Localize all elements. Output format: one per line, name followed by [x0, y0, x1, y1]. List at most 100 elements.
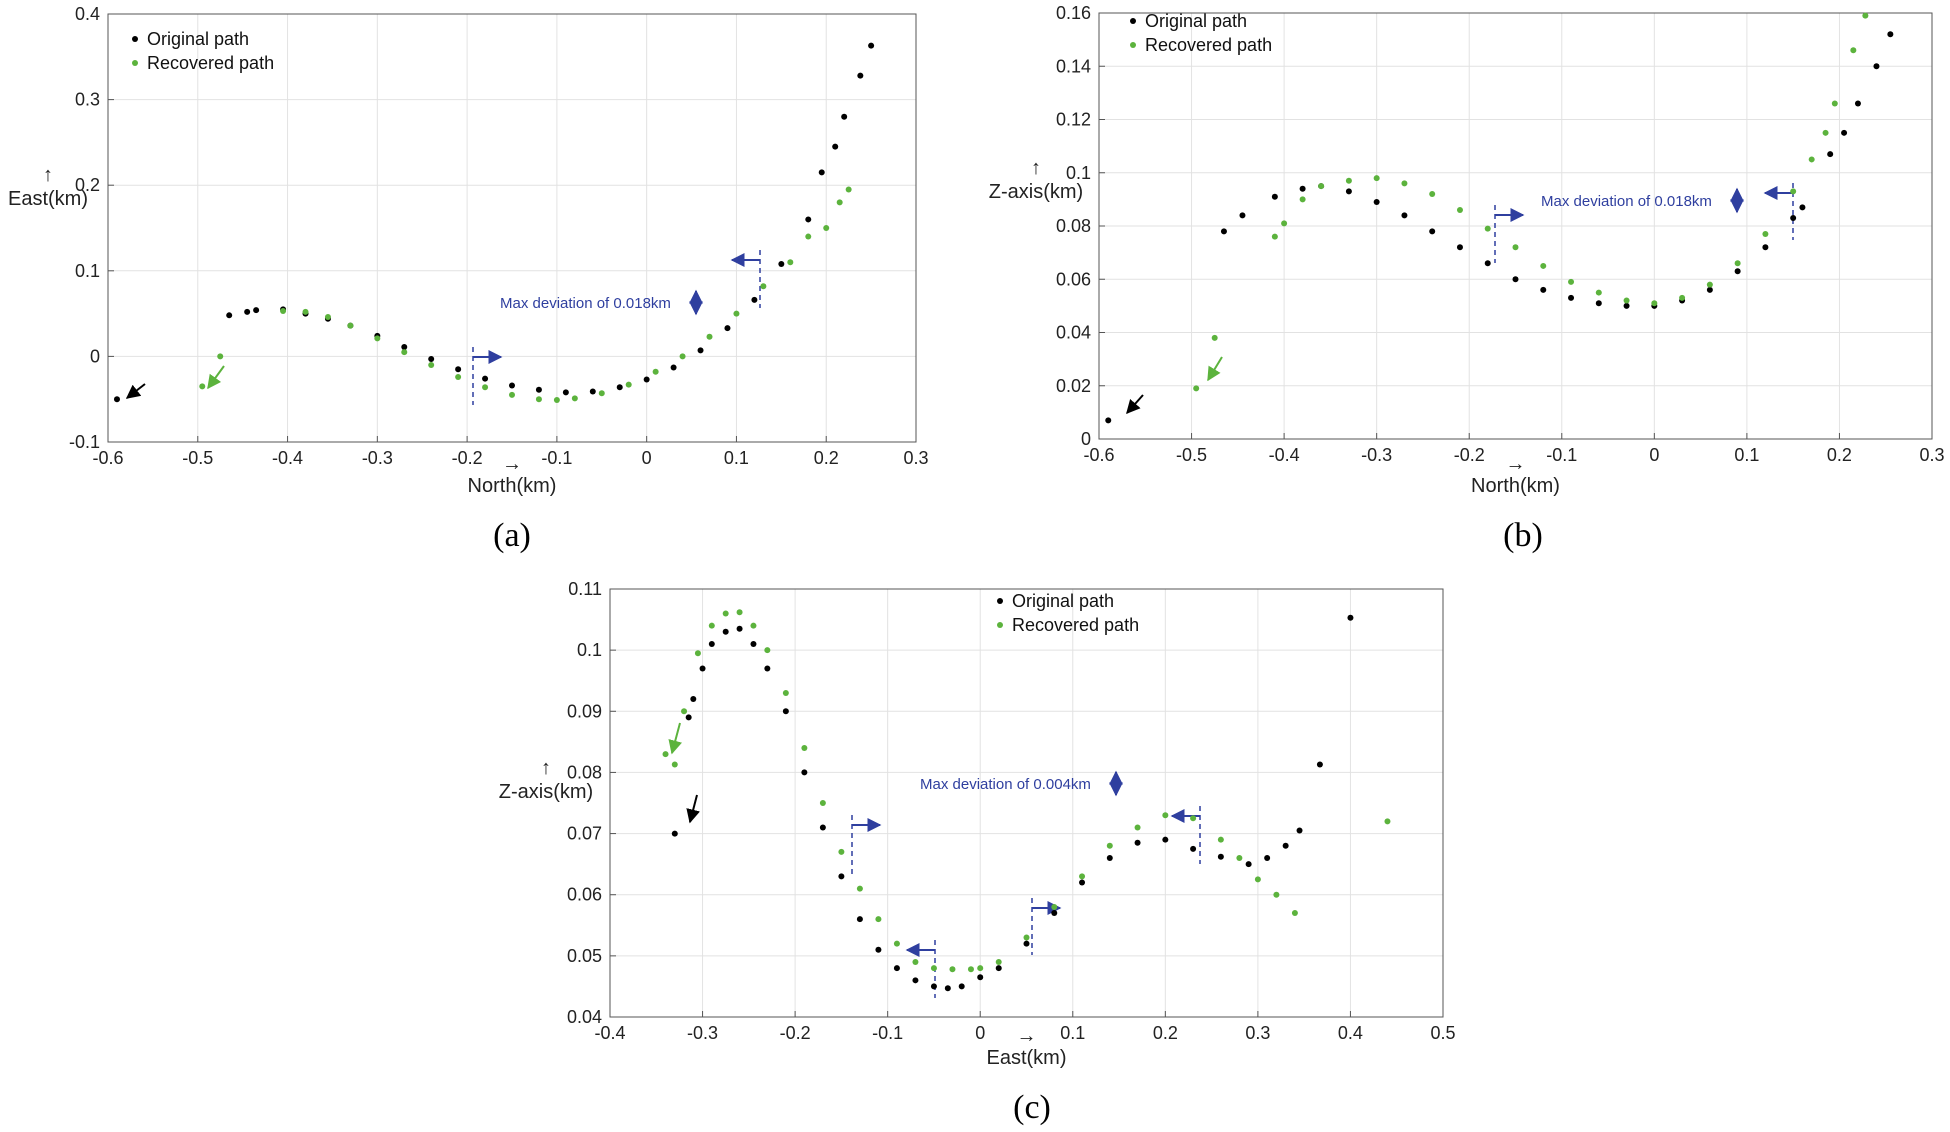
- recovered-path-point: [733, 310, 740, 317]
- legend-entry: Recovered path: [1145, 35, 1272, 55]
- recovered-path-point: [949, 966, 956, 973]
- legend-entry: Recovered path: [1012, 615, 1139, 635]
- original-path-point: [801, 769, 808, 776]
- original-path-point: [1345, 188, 1352, 195]
- y-tick-label: 0.1: [1066, 163, 1091, 183]
- start-point-arrow: [1207, 356, 1223, 382]
- original-path-point: [1299, 185, 1306, 192]
- original-path-point: [841, 113, 848, 120]
- y-tick-label: 0.04: [567, 1007, 602, 1027]
- recovered-path-point: [823, 225, 830, 231]
- recovered-path-point: [977, 965, 984, 972]
- original-path-point: [1429, 228, 1436, 235]
- y-tick-label: 0.3: [75, 90, 100, 110]
- original-path-point: [838, 873, 845, 880]
- y-axis-direction-arrow: ↑: [43, 164, 53, 186]
- recovered-path-point: [1568, 278, 1575, 285]
- recovered-path-point: [1254, 876, 1261, 883]
- legend-marker: [132, 36, 138, 42]
- x-tick-label: -0.2: [452, 448, 483, 468]
- original-path-point: [1217, 853, 1224, 860]
- original-path-point: [805, 216, 812, 223]
- recovered-path-point: [694, 650, 701, 657]
- original-path-point: [875, 946, 882, 953]
- recovered-path-point: [930, 965, 937, 972]
- recovered-path-point: [1318, 183, 1325, 190]
- x-tick-label: 0.4: [1338, 1023, 1363, 1043]
- legend-entry: Original path: [1012, 591, 1114, 611]
- x-tick-label: -0.2: [1454, 445, 1485, 465]
- original-path-point: [1568, 294, 1575, 301]
- x-axis-label: North(km): [1471, 475, 1560, 497]
- original-path-point: [482, 375, 489, 382]
- recovered-path-point: [1540, 262, 1547, 269]
- recovered-path-point: [1762, 230, 1769, 237]
- x-axis-label: East(km): [987, 1047, 1067, 1069]
- recovered-path-point: [671, 761, 678, 768]
- recovered-path-point: [302, 308, 309, 315]
- original-path-point: [1373, 199, 1380, 206]
- start-point-arrow: [125, 383, 146, 399]
- y-tick-label: 0.14: [1056, 56, 1091, 76]
- recovered-path-point: [1679, 294, 1686, 301]
- recovered-path-point: [199, 383, 206, 390]
- original-path-point: [930, 983, 937, 990]
- y-tick-label: 0.11: [568, 579, 602, 599]
- x-tick-label: 0.3: [1919, 445, 1944, 465]
- start-point-arrow: [207, 365, 225, 390]
- y-tick-label: 0.08: [1056, 216, 1091, 236]
- recovered-path-point: [1291, 910, 1298, 917]
- start-point-arrow: [668, 722, 683, 755]
- recovered-path-point: [1734, 260, 1741, 267]
- recovered-path-point: [280, 308, 287, 315]
- recovered-path-point: [1162, 812, 1169, 819]
- x-tick-label: -0.6: [1083, 445, 1114, 465]
- deviation-annotation: Max deviation of 0.018km: [1541, 193, 1712, 210]
- original-path-point: [856, 916, 863, 923]
- recovered-path-point: [1271, 233, 1278, 240]
- original-path-point: [1316, 761, 1323, 768]
- x-tick-label: -0.1: [1546, 445, 1577, 465]
- original-path-point: [868, 42, 875, 49]
- legend-marker: [1130, 42, 1136, 48]
- recovered-path-point: [760, 283, 767, 290]
- recovered-path-point: [1401, 180, 1408, 187]
- x-tick-label: 0.2: [1827, 445, 1852, 465]
- original-path-point: [535, 386, 542, 393]
- original-path-point: [1873, 63, 1880, 70]
- original-path-point: [685, 714, 692, 721]
- original-path-point: [818, 169, 825, 176]
- original-path-point: [1540, 286, 1547, 293]
- recovered-path-point: [679, 353, 686, 360]
- original-path-point: [697, 347, 704, 354]
- recovered-path-point: [706, 333, 713, 340]
- y-axis-label: East(km): [8, 188, 88, 210]
- original-path-point: [832, 143, 839, 150]
- recovered-path-point: [787, 259, 794, 266]
- recovered-path-point: [482, 384, 489, 391]
- original-path-point: [670, 364, 677, 371]
- x-tick-label: 0: [642, 448, 652, 468]
- original-path-point: [113, 396, 120, 403]
- original-path-point: [751, 296, 758, 303]
- recovered-path-point: [805, 233, 812, 240]
- original-path-point: [1220, 228, 1227, 235]
- x-tick-label: 0.1: [1734, 445, 1759, 465]
- recovered-path-point: [652, 368, 659, 375]
- original-path-point: [750, 641, 757, 648]
- recovered-path-point: [1384, 818, 1391, 825]
- recovered-path-point: [1790, 188, 1797, 195]
- recovered-path-point: [836, 199, 843, 206]
- y-tick-label: 0.06: [1056, 269, 1091, 289]
- original-path-point: [1854, 100, 1861, 107]
- x-tick-label: -0.3: [687, 1023, 718, 1043]
- recovered-path-point: [681, 708, 688, 715]
- start-point-arrow: [686, 794, 700, 824]
- recovered-path-point: [1706, 281, 1713, 288]
- original-path-point: [1887, 31, 1894, 38]
- original-path-point: [1106, 855, 1113, 862]
- legend-marker: [1130, 18, 1136, 24]
- original-path-point: [1271, 193, 1278, 200]
- recovered-path-point: [708, 622, 715, 629]
- x-tick-label: 0.1: [1060, 1023, 1085, 1043]
